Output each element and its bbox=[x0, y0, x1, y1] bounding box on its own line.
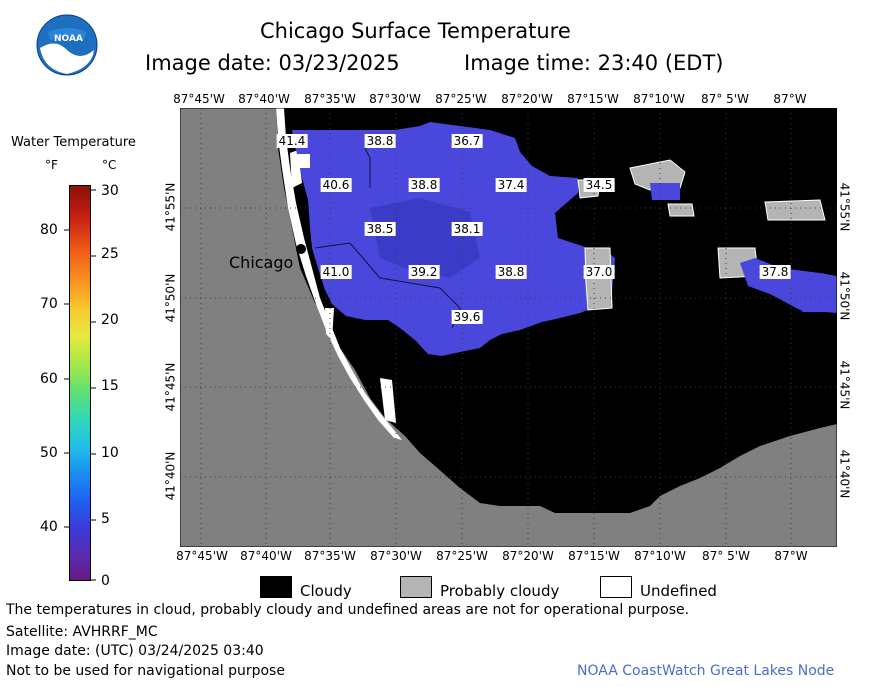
water-patch bbox=[800, 293, 830, 312]
scale-f-tick-50: 50 bbox=[40, 445, 58, 461]
lat-label: 41°50'N bbox=[837, 271, 852, 321]
scale-unit-c: °C bbox=[102, 158, 117, 172]
scale-c-tick-15: 15 bbox=[101, 378, 119, 394]
color-scale-bar bbox=[69, 185, 91, 581]
lon-label: 87°45'W bbox=[173, 92, 225, 106]
legend-undefined-swatch bbox=[600, 576, 632, 598]
chicago-marker-icon bbox=[296, 244, 306, 254]
legend-cloudy-label: Cloudy bbox=[300, 582, 352, 600]
disclaimer-text: The temperatures in cloud, probably clou… bbox=[6, 602, 690, 618]
image-date: Image date: 03/23/2025 bbox=[145, 51, 400, 75]
lon-label: 87°25'W bbox=[435, 92, 487, 106]
scale-f-tick-70: 70 bbox=[40, 296, 58, 312]
lon-label: 87°35'W bbox=[304, 549, 356, 563]
lon-label: 87°40'W bbox=[238, 92, 290, 106]
credit-text: NOAA CoastWatch Great Lakes Node bbox=[577, 663, 835, 679]
temp-label: 38.1 bbox=[451, 222, 483, 236]
temp-label: 38.8 bbox=[495, 265, 527, 279]
lat-label: 41°40'N bbox=[837, 449, 852, 499]
water-deep-area bbox=[370, 198, 480, 278]
lon-label: 87°W bbox=[774, 549, 808, 563]
scale-f-tick-80: 80 bbox=[40, 222, 58, 238]
nav-warning-text: Not to be used for navigational purpose bbox=[6, 663, 285, 679]
water-patch bbox=[650, 183, 680, 200]
scale-c-tick-0: 0 bbox=[101, 573, 110, 589]
scale-f-tick-40: 40 bbox=[40, 519, 58, 535]
legend-probably-cloudy-label: Probably cloudy bbox=[440, 582, 560, 600]
city-label: Chicago bbox=[229, 253, 294, 272]
probably-cloudy-patch bbox=[667, 203, 695, 217]
temp-label: 38.5 bbox=[364, 222, 396, 236]
noaa-logo: NOAA bbox=[36, 14, 98, 76]
noaa-logo-text: NOAA bbox=[54, 34, 83, 44]
temp-label: 37.4 bbox=[495, 178, 527, 192]
scale-c-tick-30: 30 bbox=[101, 183, 119, 199]
lon-label: 87°10'W bbox=[634, 549, 686, 563]
lat-label: 41°55'N bbox=[837, 182, 852, 232]
page-title: Chicago Surface Temperature bbox=[260, 19, 571, 43]
lon-label: 87°20'W bbox=[502, 549, 554, 563]
temp-label: 34.5 bbox=[583, 178, 615, 192]
lon-label: 87°W bbox=[773, 92, 807, 106]
temp-label: 38.8 bbox=[408, 178, 440, 192]
legend-cloudy-swatch bbox=[260, 576, 292, 598]
lon-label: 87°25'W bbox=[436, 549, 488, 563]
scale-c-tick-5: 5 bbox=[101, 511, 110, 527]
legend-undefined-label: Undefined bbox=[640, 582, 717, 600]
temp-label: 41.4 bbox=[276, 134, 308, 148]
temp-label: 36.7 bbox=[451, 134, 483, 148]
temp-label: 37.8 bbox=[759, 265, 791, 279]
scale-tick-marks bbox=[64, 189, 96, 581]
temp-label: 38.8 bbox=[364, 134, 396, 148]
lat-label: 41°40'N bbox=[163, 451, 178, 501]
lon-label: 87° 5'W bbox=[702, 549, 750, 563]
lat-label: 41°55'N bbox=[163, 182, 178, 232]
probably-cloudy-patch bbox=[584, 247, 613, 311]
scale-unit-f: °F bbox=[45, 158, 58, 172]
scale-c-tick-25: 25 bbox=[101, 246, 119, 262]
temp-label: 39.6 bbox=[451, 310, 483, 324]
lon-label: 87°45'W bbox=[176, 549, 228, 563]
temp-label: 37.0 bbox=[583, 265, 615, 279]
satellite-text: Satellite: AVHRRF_MC bbox=[6, 624, 158, 640]
lat-label: 41°50'N bbox=[163, 273, 178, 323]
lon-label: 87°20'W bbox=[501, 92, 553, 106]
lon-label: 87°35'W bbox=[304, 92, 356, 106]
lat-label: 41°45'N bbox=[163, 362, 178, 412]
legend-probably-cloudy-swatch bbox=[400, 576, 432, 598]
temp-label: 40.6 bbox=[320, 178, 352, 192]
probably-cloudy-patch bbox=[764, 199, 826, 221]
lon-label: 87°40'W bbox=[240, 549, 292, 563]
lon-label: 87°10'W bbox=[633, 92, 685, 106]
lon-label: 87° 5'W bbox=[701, 92, 749, 106]
lon-label: 87°30'W bbox=[370, 549, 422, 563]
lon-label: 87°15'W bbox=[567, 92, 619, 106]
scale-title: Water Temperature bbox=[11, 135, 136, 150]
scale-c-tick-10: 10 bbox=[101, 445, 119, 461]
lon-label: 87°15'W bbox=[568, 549, 620, 563]
undefined-patch bbox=[292, 154, 310, 168]
image-time: Image time: 23:40 (EDT) bbox=[464, 51, 724, 75]
grid-lines bbox=[180, 108, 837, 547]
utc-date-text: Image date: (UTC) 03/24/2025 03:40 bbox=[6, 643, 264, 659]
noaa-logo-icon bbox=[36, 14, 98, 76]
lat-label: 41°45'N bbox=[837, 360, 852, 410]
undefined-patch bbox=[380, 378, 396, 423]
lon-label: 87°30'W bbox=[369, 92, 421, 106]
temp-label: 39.2 bbox=[408, 265, 440, 279]
temp-label: 41.0 bbox=[320, 265, 352, 279]
scale-f-tick-60: 60 bbox=[40, 371, 58, 387]
scale-c-tick-20: 20 bbox=[101, 312, 119, 328]
temperature-map[interactable] bbox=[180, 108, 837, 547]
